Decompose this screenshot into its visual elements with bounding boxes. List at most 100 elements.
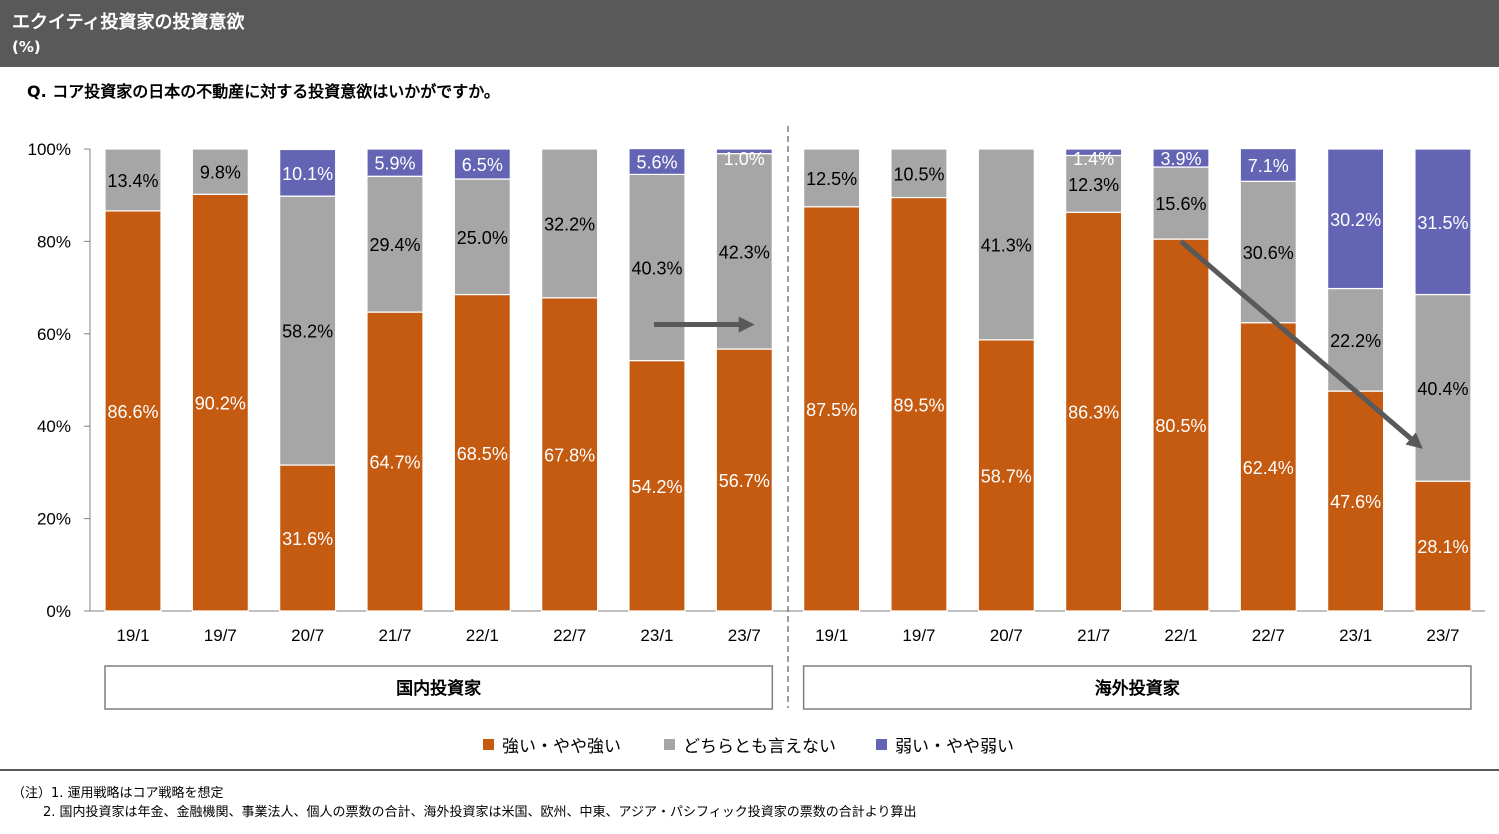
data-label-strong: 90.2%	[195, 394, 246, 414]
data-label-weak: 1.4%	[1073, 149, 1114, 169]
data-label-neutral: 22.2%	[1330, 331, 1381, 351]
bar-segment-neutral	[191, 148, 249, 195]
group-label: 海外投資家	[1095, 678, 1180, 699]
bar-segment-neutral	[541, 148, 599, 299]
x-tick-label: 23/7	[728, 626, 761, 645]
data-label-strong: 87.5%	[806, 400, 857, 420]
x-tick-label: 22/7	[1252, 626, 1285, 645]
bar-segment-strong	[628, 359, 686, 612]
footnote-2: 2. 国内投資家は年金、金融機関、事業法人、個人の票数の合計、海外投資家は米国、…	[43, 805, 917, 820]
x-tick-label: 20/7	[291, 626, 324, 645]
bar-segment-strong	[1239, 322, 1297, 612]
data-label-strong: 80.5%	[1155, 416, 1206, 436]
data-label-strong: 89.5%	[893, 395, 944, 415]
footnotes: （注）1. 運用戦略はコア戦略を想定 2. 国内投資家は年金、金融機関、事業法人…	[12, 784, 917, 822]
bar-segment-strong	[1152, 238, 1210, 612]
data-label-neutral: 58.2%	[282, 322, 333, 342]
bar-segment-weak	[279, 148, 337, 197]
data-label-neutral: 40.4%	[1417, 379, 1468, 399]
legend-swatch-strong	[483, 739, 494, 750]
legend-label-strong: 強い・やや強い	[502, 737, 621, 757]
legend-label-weak: 弱い・やや弱い	[895, 737, 1014, 757]
data-label-weak: 5.6%	[636, 152, 677, 172]
bar-segment-strong	[453, 293, 511, 612]
data-label-strong: 47.6%	[1330, 492, 1381, 512]
stacked-bar-chart: 0% 20% 40% 60% 80% 100% 19/1 19/7 20/7 21/7 22/1 22…	[28, 126, 1485, 710]
y-tick-label: 20%	[37, 510, 71, 529]
data-label-strong: 67.8%	[544, 445, 595, 465]
data-label-weak: 5.9%	[374, 154, 415, 174]
data-label-neutral: 10.5%	[893, 164, 944, 184]
bar-segment-neutral	[628, 173, 686, 362]
x-tick-label: 22/1	[1164, 626, 1197, 645]
data-label-weak: 10.1%	[282, 164, 333, 184]
bar-segment-weak	[453, 148, 511, 180]
data-label-strong: 64.7%	[369, 453, 420, 473]
bar-segment-weak	[1327, 148, 1385, 290]
bar-segment-strong	[803, 206, 861, 612]
data-label-weak: 31.5%	[1417, 213, 1468, 233]
x-tick-label: 19/7	[902, 626, 935, 645]
bar-segment-weak	[1065, 148, 1123, 157]
footer-rule	[0, 769, 1499, 771]
group-box	[104, 665, 774, 710]
legend-item-neutral: どちらとも言えない	[664, 732, 836, 757]
x-tick-label: 20/7	[990, 626, 1023, 645]
y-tick-label: 80%	[37, 232, 71, 251]
data-label-weak: 7.1%	[1248, 156, 1289, 176]
footnote-1: （注）1. 運用戦略はコア戦略を想定	[12, 786, 224, 801]
chart-title: エクイティ投資家の投資意欲	[12, 12, 245, 33]
y-tick-label: 60%	[37, 325, 71, 344]
data-label-weak: 3.9%	[1160, 149, 1201, 169]
bar-segment-strong	[191, 193, 249, 612]
data-label-neutral: 12.5%	[806, 169, 857, 189]
group-label: 国内投資家	[396, 678, 481, 699]
x-tick-label: 23/1	[640, 626, 673, 645]
bar-segment-neutral	[279, 195, 337, 466]
data-label-strong: 54.2%	[631, 477, 682, 497]
data-label-strong: 58.7%	[981, 466, 1032, 486]
x-tick-label: 19/1	[116, 626, 149, 645]
unit-label: (%)	[12, 38, 41, 56]
x-tick-label: 21/7	[1077, 626, 1110, 645]
bar-segment-weak	[628, 147, 686, 176]
legend-swatch-neutral	[664, 739, 675, 750]
y-tick-label: 100%	[28, 140, 71, 159]
bar-segment-neutral	[803, 148, 861, 208]
bar-segment-weak	[1414, 148, 1472, 296]
bar-segment-neutral	[1065, 154, 1123, 213]
bar-segment-neutral	[977, 148, 1035, 341]
data-label-strong: 28.1%	[1417, 537, 1468, 557]
data-label-strong: 86.6%	[107, 402, 158, 422]
header-bar: エクイティ投資家の投資意欲 (%)	[0, 0, 1499, 67]
group-box	[802, 665, 1472, 710]
bar-segment-weak	[1152, 148, 1210, 168]
data-label-neutral: 42.3%	[719, 242, 770, 262]
data-label-neutral: 30.6%	[1243, 243, 1294, 263]
x-tick-label: 22/1	[466, 626, 499, 645]
data-label-neutral: 15.6%	[1155, 194, 1206, 214]
bar-segment-neutral	[104, 148, 162, 212]
data-label-weak: 30.2%	[1330, 210, 1381, 230]
x-tick-label: 23/1	[1339, 626, 1372, 645]
bar-segment-strong	[1065, 211, 1123, 612]
bar-segment-strong	[715, 348, 773, 612]
data-label-neutral: 32.2%	[544, 214, 595, 234]
x-tick-label: 22/7	[553, 626, 586, 645]
legend-item-strong: 強い・やや強い	[483, 732, 621, 757]
bar-segment-strong	[977, 339, 1035, 612]
bar-segment-strong	[890, 196, 948, 612]
data-label-strong: 31.6%	[282, 529, 333, 549]
survey-question: Q. コア投資家の日本の不動産に対する投資意欲はいかがですか。	[27, 82, 500, 101]
bar-segment-neutral	[890, 148, 948, 199]
data-label-neutral: 25.0%	[457, 228, 508, 248]
trend-arrow	[1179, 239, 1423, 449]
bar-segment-strong	[1414, 480, 1472, 612]
data-label-strong: 62.4%	[1243, 458, 1294, 478]
bar-segment-strong	[104, 210, 162, 612]
bar-segment-weak	[715, 148, 773, 155]
data-label-neutral: 13.4%	[107, 171, 158, 191]
data-label-strong: 68.5%	[457, 444, 508, 464]
x-tick-label: 19/7	[204, 626, 237, 645]
x-tick-label: 23/7	[1426, 626, 1459, 645]
